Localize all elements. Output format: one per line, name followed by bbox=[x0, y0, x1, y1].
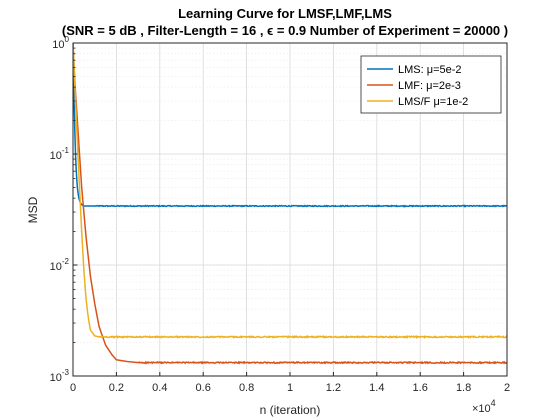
x-tick-label: 1.8 bbox=[456, 382, 471, 394]
series-line bbox=[73, 43, 507, 340]
chart-title: Learning Curve for LMSF,LMF,LMS bbox=[178, 6, 392, 21]
x-tick-label: 1 bbox=[287, 382, 293, 394]
chart-subtitle: (SNR = 5 dB , Filter-Length = 16 , ϵ = 0… bbox=[62, 23, 508, 38]
x-multiplier-label: ×104 bbox=[472, 398, 496, 415]
x-tick-label: 1.2 bbox=[326, 382, 341, 394]
x-tick-label: 1.4 bbox=[369, 382, 384, 394]
y-axis-label: MSD bbox=[26, 196, 40, 223]
x-tick-label: 0.6 bbox=[196, 382, 211, 394]
legend-label: LMS: μ=5e-2 bbox=[398, 64, 462, 76]
y-tick-label: 10-2 bbox=[50, 257, 70, 273]
axis-ticks: 0 0.2 0.4 0.6 0.8 1 1.2 1.4 1.6 1.8 2 10-3 10-2 10-1 1… bbox=[50, 35, 510, 394]
x-tick-label: 2 bbox=[504, 382, 510, 394]
series-layer bbox=[73, 43, 507, 365]
y-tick-label: 10-1 bbox=[50, 146, 70, 162]
x-tick-label: 1.6 bbox=[413, 382, 428, 394]
x-tick-label: 0 bbox=[70, 382, 76, 394]
y-tick-label: 10-3 bbox=[50, 368, 70, 384]
y-tick-label: 100 bbox=[52, 35, 69, 51]
series-line bbox=[73, 43, 507, 365]
x-axis-label: n (iteration) bbox=[260, 403, 321, 417]
x-tick-label: 0.2 bbox=[109, 382, 124, 394]
legend: LMS: μ=5e-2 LMF: μ=2e-3 LMS/F μ=1e-2 bbox=[360, 55, 502, 114]
legend-label: LMF: μ=2e-3 bbox=[398, 80, 461, 92]
legend-label: LMS/F μ=1e-2 bbox=[398, 96, 468, 108]
x-tick-label: 0.8 bbox=[239, 382, 254, 394]
x-tick-label: 0.4 bbox=[152, 382, 167, 394]
series-line bbox=[73, 43, 507, 208]
